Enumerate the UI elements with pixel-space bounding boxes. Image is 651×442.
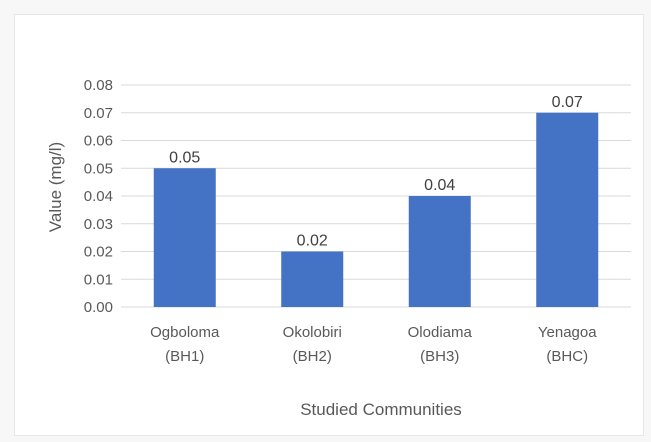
x-tick-label: (BH3) <box>420 348 459 365</box>
y-tick-label: 0.02 <box>84 244 113 261</box>
y-tick-label: 0.06 <box>84 133 113 150</box>
y-tick-label: 0.00 <box>84 299 113 316</box>
x-axis-title: Studied Communities <box>300 400 462 419</box>
x-tick-label: (BH2) <box>293 348 332 365</box>
y-tick-label: 0.05 <box>84 160 113 177</box>
x-tick-label: (BHC) <box>546 348 588 365</box>
x-tick-label: Yenagoa <box>538 324 597 341</box>
y-axis-ticks: 0.00 0.01 0.02 0.03 0.04 0.05 0.06 0.07 0.08 <box>84 77 113 316</box>
data-label: 0.07 <box>552 94 583 111</box>
y-tick-label: 0.07 <box>84 105 113 122</box>
bar <box>536 112 599 307</box>
data-label: 0.04 <box>424 177 455 194</box>
y-tick-label: 0.03 <box>84 216 113 233</box>
chart-frame: 0.00 0.01 0.02 0.03 0.04 0.05 0.06 0.07 0.08 0.0… <box>14 14 644 436</box>
x-tick-label: Okolobiri <box>283 324 342 341</box>
bar <box>153 168 216 307</box>
x-tick-label: Ogboloma <box>150 324 220 341</box>
x-tick-label: (BH1) <box>165 348 204 365</box>
x-tick-label: Olodiama <box>408 324 473 341</box>
bar <box>281 251 344 307</box>
y-tick-label: 0.01 <box>84 271 113 288</box>
x-axis-categories: Ogboloma (BH1) Okolobiri (BH2) Olodiama (BH3)… <box>150 324 597 365</box>
bar <box>408 196 471 307</box>
data-labels: 0.05 0.02 0.04 0.07 <box>169 94 583 250</box>
bars <box>153 112 599 307</box>
y-tick-label: 0.04 <box>84 188 113 205</box>
data-label: 0.02 <box>297 233 328 250</box>
data-label: 0.05 <box>169 149 200 166</box>
bar-chart: 0.00 0.01 0.02 0.03 0.04 0.05 0.06 0.07 0.08 0.0… <box>46 77 631 419</box>
y-axis-title: Value (mg/l) <box>46 142 65 232</box>
y-tick-label: 0.08 <box>84 77 113 94</box>
